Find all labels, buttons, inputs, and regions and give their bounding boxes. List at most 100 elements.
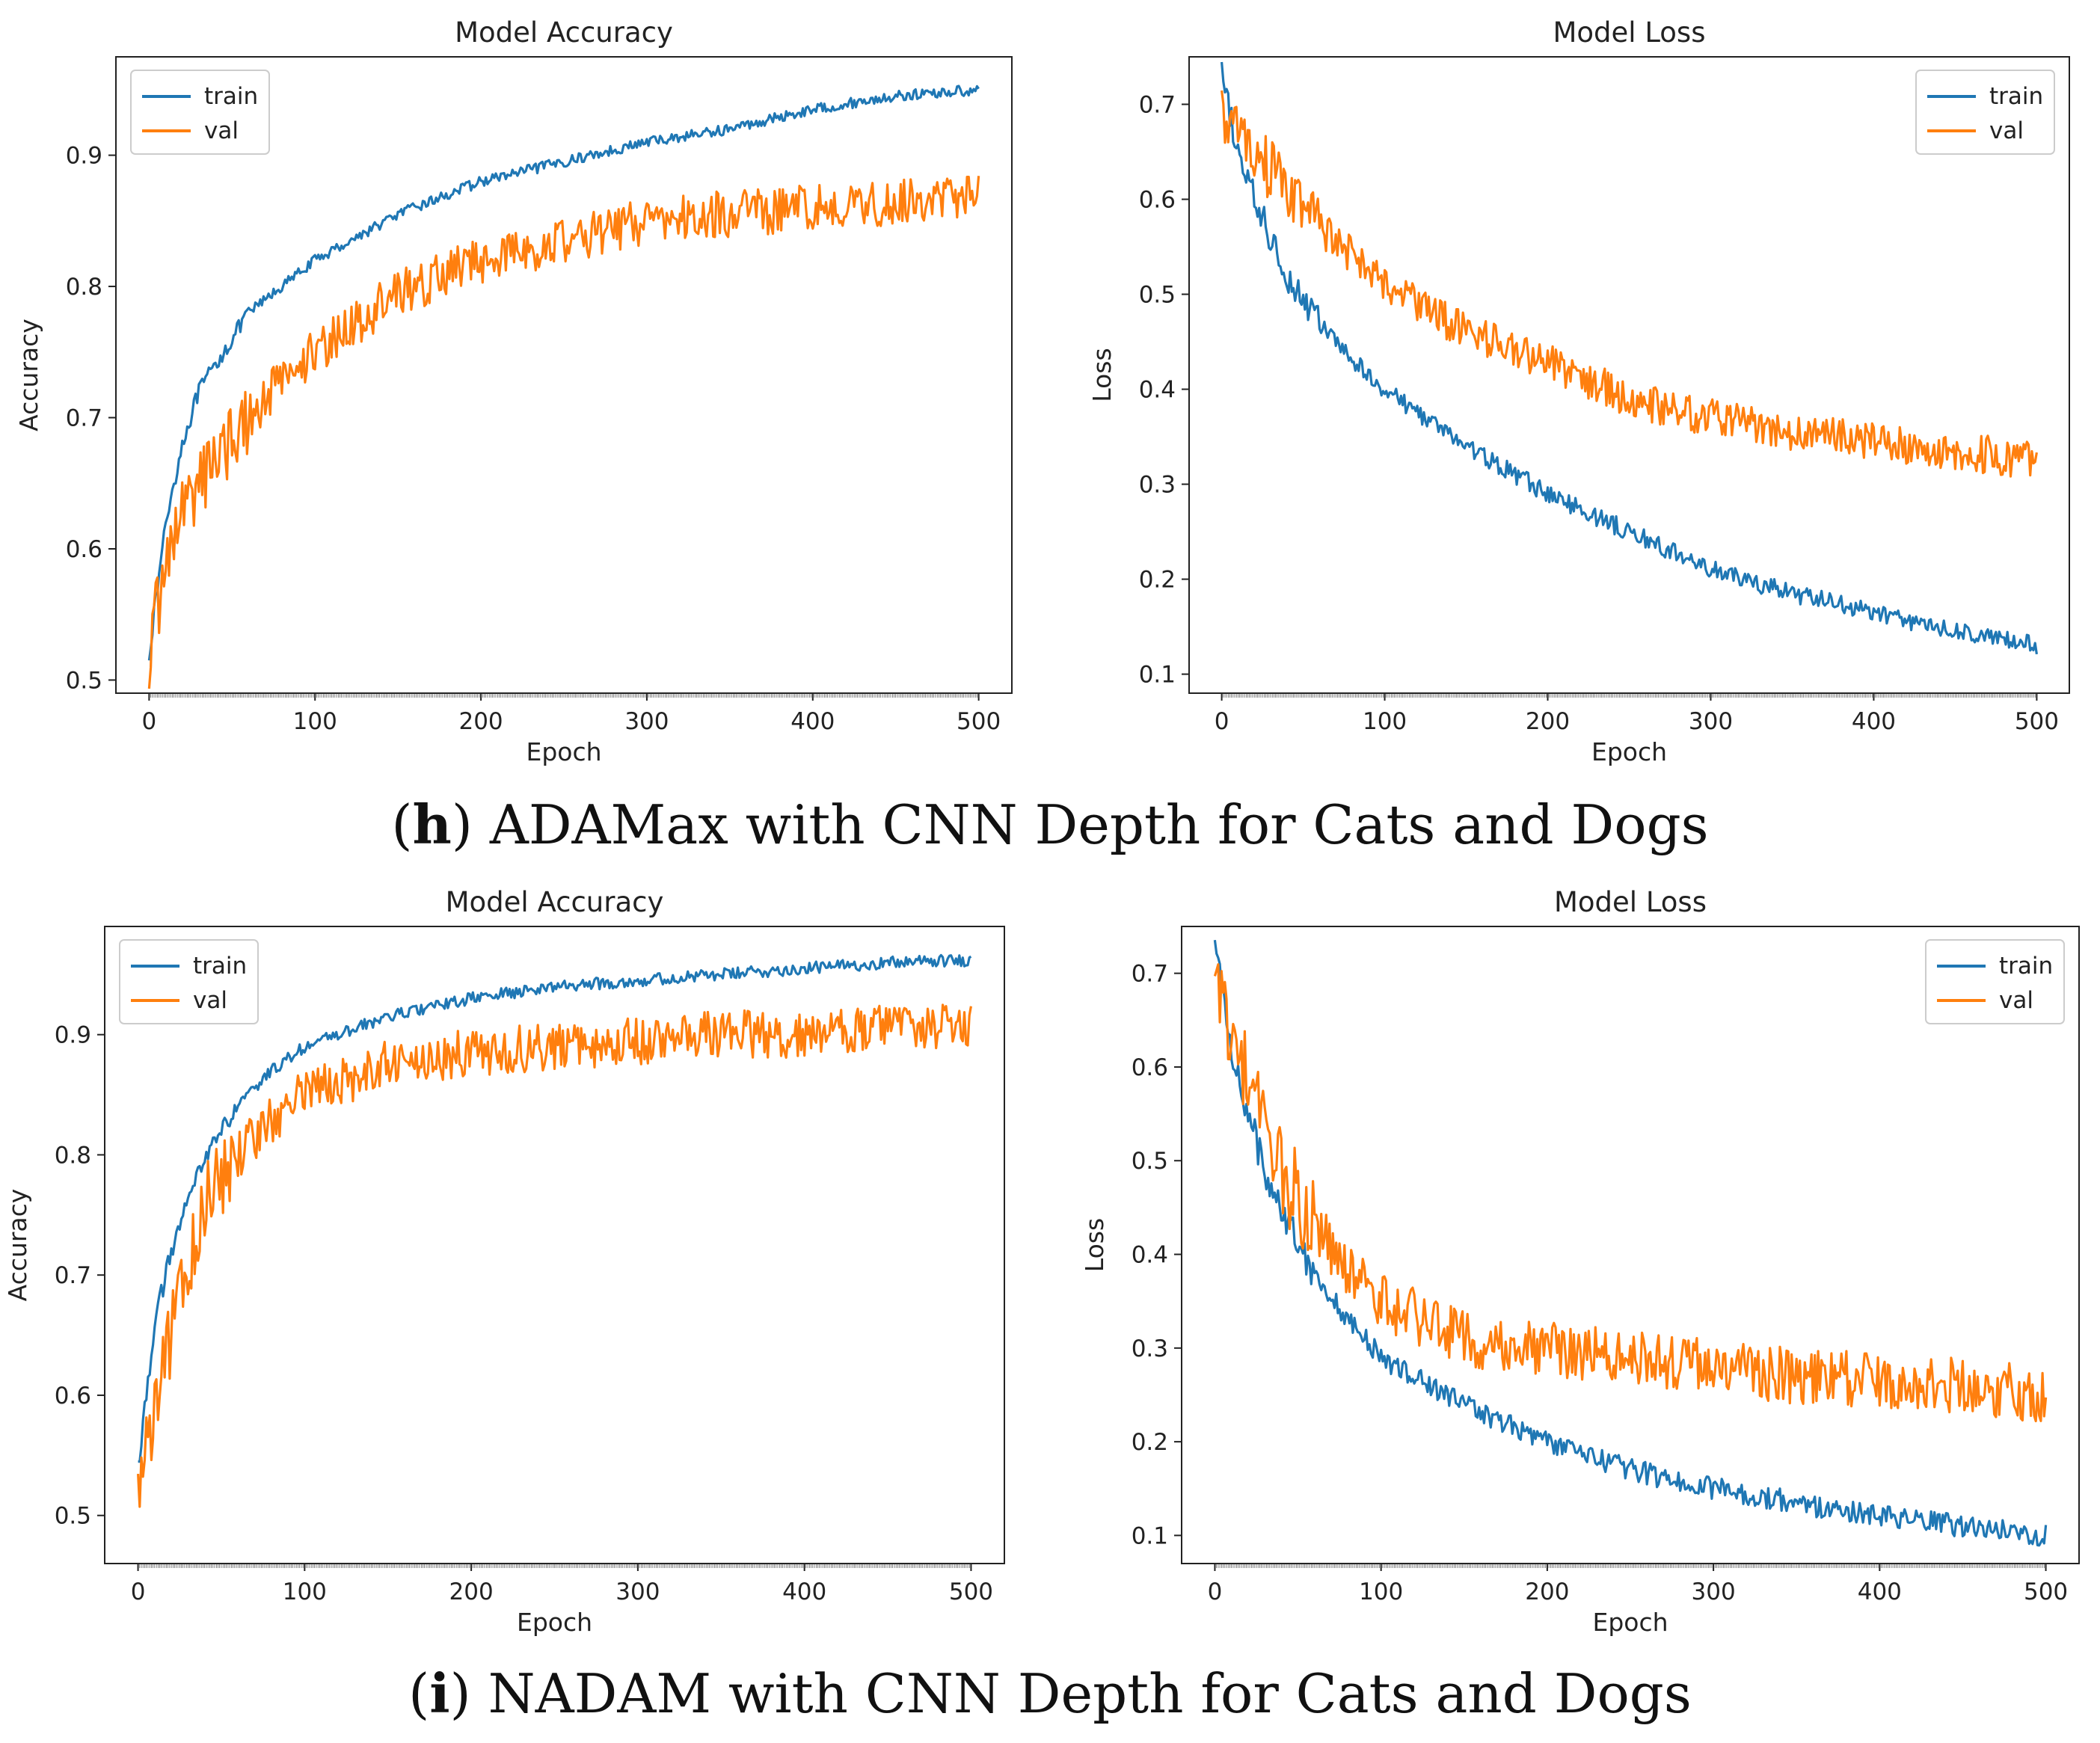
- x-tick-label: 200: [1526, 708, 1570, 735]
- caption-h-letter: h: [412, 793, 452, 856]
- x-tick-label: 200: [1525, 1578, 1569, 1605]
- y-tick-label: 0.9: [55, 1022, 91, 1049]
- legend: train val: [1925, 939, 2065, 1024]
- series-line-train: [1221, 61, 2038, 655]
- series-line-val: [1213, 963, 2048, 1423]
- y-tick-label: 0.2: [1132, 1429, 1168, 1456]
- x-tick-label: 500: [949, 1578, 993, 1605]
- y-tick-label: 0.8: [66, 274, 102, 301]
- x-tick-label: 400: [790, 708, 835, 735]
- chart-title: Model Accuracy: [455, 16, 673, 49]
- chart-title: Model Accuracy: [446, 886, 664, 918]
- x-axis-label: Epoch: [1592, 1608, 1668, 1637]
- y-tick-label: 0.1: [1132, 1522, 1168, 1549]
- y-axis-label: Loss: [1087, 348, 1117, 402]
- legend-box: [119, 939, 259, 1024]
- legend-label-train: train: [204, 83, 258, 110]
- y-tick-label: 0.3: [1132, 1335, 1168, 1362]
- series-line-val: [137, 1003, 972, 1508]
- y-tick-label: 0.6: [1139, 187, 1176, 214]
- y-tick-label: 0.7: [55, 1262, 91, 1289]
- legend-label-val: val: [204, 117, 239, 144]
- y-tick-label: 0.9: [66, 143, 102, 170]
- x-tick-label: 0: [1215, 708, 1229, 735]
- x-axis-label: Epoch: [517, 1608, 592, 1637]
- x-minor-ticks: [149, 693, 979, 698]
- x-tick-label: 200: [449, 1578, 494, 1605]
- series-line-train: [1213, 939, 2048, 1547]
- x-axis-label: Epoch: [526, 737, 601, 766]
- x-minor-ticks: [138, 1564, 971, 1568]
- series-line-val: [147, 176, 980, 689]
- y-tick-label: 0.6: [66, 536, 102, 563]
- legend: train val: [1915, 70, 2055, 155]
- chart-2: Model Accuracy 0 100 200 300 400 500 0.5 0.6 0.7 0…: [3, 886, 1005, 1637]
- x-tick-label: 300: [615, 1578, 660, 1605]
- x-tick-label: 100: [1359, 1578, 1403, 1605]
- y-tick-label: 0.6: [55, 1383, 91, 1410]
- x-axis-label: Epoch: [1591, 737, 1667, 766]
- y-tick-label: 0.7: [1139, 92, 1176, 119]
- x-tick-label: 500: [2015, 708, 2059, 735]
- legend-box: [1915, 70, 2055, 155]
- x-tick-label: 0: [142, 708, 157, 735]
- x-tick-label: 100: [293, 708, 337, 735]
- series-line-train: [138, 953, 972, 1463]
- y-tick-label: 0.6: [1132, 1054, 1168, 1081]
- y-tick-label: 0.3: [1139, 472, 1176, 499]
- legend-box: [130, 70, 270, 155]
- x-tick-label: 100: [1363, 708, 1407, 735]
- legend: train val: [130, 70, 270, 155]
- y-tick-label: 0.7: [66, 405, 102, 432]
- caption-i-text: NADAM with CNN Depth for Cats and Dogs: [488, 1662, 1692, 1725]
- chart-title: Model Loss: [1554, 886, 1707, 918]
- y-axis-label: Loss: [1080, 1218, 1109, 1272]
- caption-h-text: ADAMax with CNN Depth for Cats and Dogs: [489, 793, 1709, 856]
- chart-title: Model Loss: [1553, 16, 1705, 49]
- x-tick-label: 0: [131, 1578, 146, 1605]
- x-tick-label: 300: [624, 708, 669, 735]
- x-minor-ticks: [1221, 693, 2037, 698]
- x-tick-label: 100: [283, 1578, 327, 1605]
- x-tick-label: 400: [782, 1578, 826, 1605]
- y-tick-label: 0.5: [1139, 282, 1176, 309]
- chart-3: Model Loss 0 100 200 300 400 500 0.1 0.2 0.3 0.4 0.…: [1080, 886, 2080, 1637]
- legend-label-train: train: [1989, 83, 2043, 110]
- y-tick-label: 0.1: [1139, 662, 1176, 689]
- y-tick-label: 0.4: [1139, 377, 1176, 404]
- y-axis-label: Accuracy: [14, 319, 43, 431]
- y-tick-label: 0.2: [1139, 567, 1176, 594]
- caption-i: (i) NADAM with CNN Depth for Cats and Do…: [408, 1661, 1692, 1725]
- x-tick-label: 400: [1852, 708, 1896, 735]
- x-tick-label: 300: [1689, 708, 1733, 735]
- y-axis-label: Accuracy: [3, 1189, 32, 1302]
- caption-h: (h) ADAMax with CNN Depth for Cats and D…: [391, 793, 1709, 856]
- y-tick-label: 0.5: [66, 667, 102, 694]
- legend-label-val: val: [1999, 987, 2033, 1014]
- y-tick-label: 0.4: [1132, 1242, 1168, 1269]
- y-tick-label: 0.7: [1132, 961, 1168, 988]
- x-tick-label: 0: [1208, 1578, 1223, 1605]
- x-tick-label: 300: [1692, 1578, 1736, 1605]
- y-tick-label: 0.5: [55, 1503, 91, 1530]
- legend-label-train: train: [1999, 953, 2053, 980]
- y-tick-label: 0.8: [55, 1142, 91, 1169]
- legend-label-val: val: [193, 987, 227, 1014]
- x-minor-ticks: [1215, 1564, 2046, 1568]
- chart-0: Model Accuracy 0 100 200 300 400 500 0.5 0.6 0.7 0…: [14, 16, 1013, 766]
- chart-1: Model Loss 0 100 200 300 400 500 0.1 0.2 0.3 0.4 0.…: [1087, 16, 2070, 766]
- legend: train val: [119, 939, 259, 1024]
- series-line-train: [147, 84, 980, 661]
- caption-i-letter: i: [429, 1661, 450, 1725]
- legend-box: [1925, 939, 2065, 1024]
- x-tick-label: 500: [2024, 1578, 2068, 1605]
- legend-label-train: train: [193, 953, 247, 980]
- series-line-val: [1221, 90, 2038, 478]
- legend-label-val: val: [1989, 117, 2024, 144]
- x-tick-label: 200: [458, 708, 503, 735]
- x-tick-label: 500: [957, 708, 1001, 735]
- y-tick-label: 0.5: [1132, 1148, 1168, 1175]
- x-tick-label: 400: [1858, 1578, 1902, 1605]
